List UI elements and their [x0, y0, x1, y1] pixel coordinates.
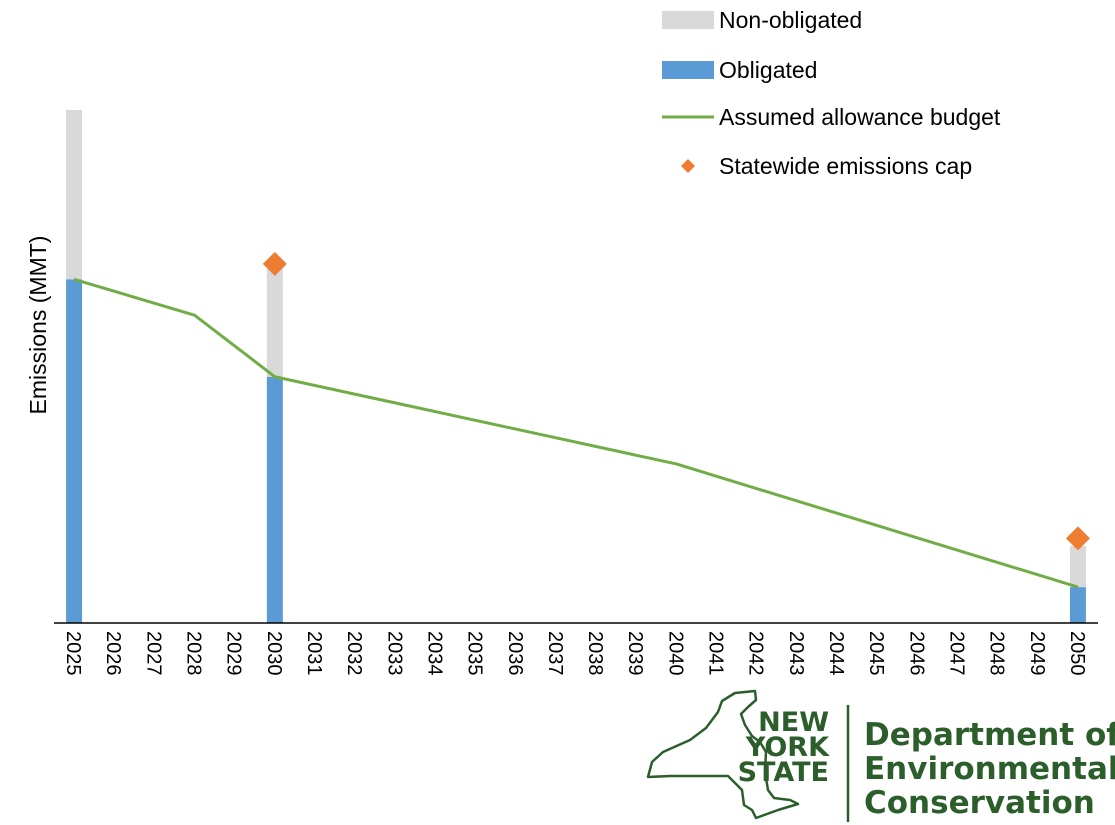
x-tick-labels: 2025 2026 2027 2028 2029 2030 2031 2032 2033 2034…	[62, 631, 1088, 676]
x-tick-2029: 2029	[223, 631, 245, 676]
legend-swatch-obligated	[662, 61, 714, 79]
logo-conservation-text: Conservation	[864, 785, 1095, 821]
bar-layer	[66, 110, 1086, 623]
x-tick-2038: 2038	[584, 631, 606, 676]
legend-label-obligated: Obligated	[719, 57, 817, 83]
x-tick-2050: 2050	[1066, 631, 1088, 676]
x-tick-2040: 2040	[664, 631, 686, 676]
line-layer	[73, 277, 1079, 589]
x-tick-2035: 2035	[464, 631, 486, 676]
logo-state-text: STATE	[738, 757, 829, 788]
legend-swatch-statewide-emissions-cap	[681, 159, 695, 173]
y-axis-label: Emissions (MMT)	[25, 236, 51, 415]
x-tick-2048: 2048	[986, 631, 1008, 676]
logo-department-text: Department of	[864, 717, 1115, 753]
x-tick-2025: 2025	[62, 631, 84, 676]
bar-obligated-2025	[66, 279, 83, 623]
x-tick-2030: 2030	[263, 631, 285, 676]
x-tick-2033: 2033	[383, 631, 405, 676]
line-assumed-allowance-budget	[73, 277, 1079, 589]
bar-non-obligated-2025	[66, 110, 83, 280]
bar-non-obligated-2050	[1069, 546, 1086, 588]
legend-swatch-non-obligated	[662, 11, 714, 29]
x-tick-2041: 2041	[705, 631, 727, 676]
x-tick-2045: 2045	[865, 631, 887, 676]
marker-layer	[262, 251, 1090, 551]
x-tick-2043: 2043	[785, 631, 807, 676]
legend-label-assumed-allowance-budget: Assumed allowance budget	[719, 104, 1001, 130]
marker-statewide-emissions-cap-2050	[1065, 526, 1090, 551]
x-tick-2046: 2046	[905, 631, 927, 676]
x-tick-2028: 2028	[183, 631, 205, 676]
x-tick-2034: 2034	[423, 631, 445, 676]
x-tick-2031: 2031	[303, 631, 325, 676]
x-tick-2039: 2039	[624, 631, 646, 676]
bar-non-obligated-2030	[266, 269, 283, 377]
x-tick-2036: 2036	[504, 631, 526, 676]
logo-york-text: YORK	[745, 732, 830, 763]
x-tick-2032: 2032	[343, 631, 365, 676]
bar-obligated-2030	[266, 376, 283, 623]
x-tick-2047: 2047	[945, 631, 967, 676]
x-tick-2044: 2044	[825, 631, 847, 676]
logo-environmental-text: Environmental	[864, 751, 1115, 787]
legend-label-statewide-emissions-cap: Statewide emissions cap	[719, 153, 972, 179]
x-tick-2037: 2037	[544, 631, 566, 676]
legend-label-non-obligated: Non-obligated	[719, 7, 862, 33]
x-tick-2049: 2049	[1026, 631, 1048, 676]
x-tick-2027: 2027	[142, 631, 164, 676]
x-tick-2026: 2026	[102, 631, 124, 676]
new-york-state-outline-icon	[646, 689, 800, 820]
nys-dec-logo: NEW YORK STATE Department of Environment…	[646, 689, 1115, 822]
x-tick-2042: 2042	[745, 631, 767, 676]
legend: Non-obligated Obligated Assumed allowance …	[662, 7, 1001, 179]
bar-obligated-2050	[1069, 587, 1086, 623]
logo-new-text: NEW	[758, 707, 829, 738]
marker-statewide-emissions-cap-2030	[262, 251, 287, 276]
